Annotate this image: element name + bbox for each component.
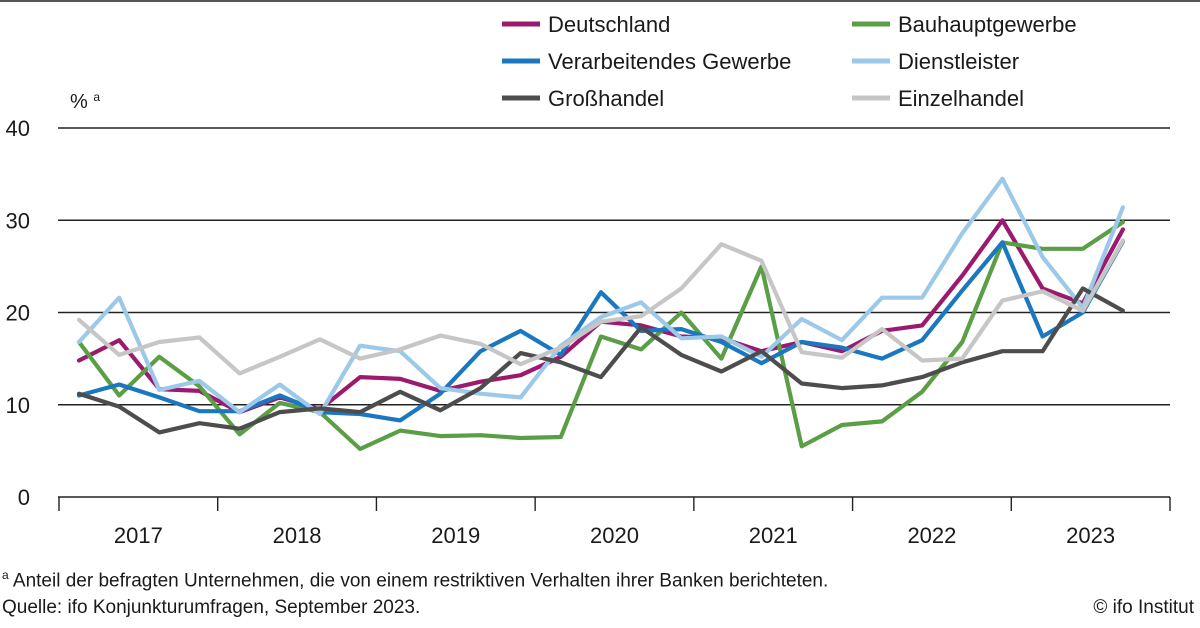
series-line-dienstleister	[76, 176, 1126, 417]
x-axis-year-labels: 2017 2018 2019 2020 2021 2022 2023	[114, 523, 1115, 548]
footnote: a Anteil der befragten Unternehmen, die …	[2, 568, 828, 592]
series-lines	[76, 176, 1126, 452]
legend: Deutschland Bauhauptgewerbe Verarbeitendes…	[502, 12, 1077, 111]
x-tick-label: 2023	[1066, 523, 1115, 548]
y-tick-label: 20	[6, 301, 30, 326]
legend-label: Bauhauptgewerbe	[898, 12, 1077, 37]
legend-label: Einzelhandel	[898, 86, 1024, 111]
y-axis-label: % a	[70, 90, 100, 113]
x-tick-label: 2017	[114, 523, 163, 548]
series-line-bauhauptgewerbe	[76, 220, 1126, 452]
y-tick-label: 0	[18, 485, 30, 510]
series-line-einzelhandel	[76, 238, 1126, 376]
copyright: © ifo Institut	[1093, 597, 1194, 618]
y-tick-label: 10	[6, 393, 30, 418]
series-line-gro-handel	[76, 286, 1126, 435]
x-tick-label: 2021	[749, 523, 798, 548]
legend-label: Dienstleister	[898, 49, 1019, 74]
x-tick-label: 2020	[590, 523, 639, 548]
x-tick-label: 2019	[431, 523, 480, 548]
y-tick-label: 40	[6, 116, 30, 141]
x-tick-label: 2022	[907, 523, 956, 548]
series-line-verarbeitendes-gewerbe	[76, 239, 1126, 423]
y-axis-ticks: 0 10 20 30 40	[6, 116, 30, 510]
source-note: Quelle: ifo Konjunkturumfragen, Septembe…	[2, 597, 421, 618]
line-chart: 0 10 20 30 40 2017 2018 2019 2020 2021 2022 2023 D…	[6, 12, 1171, 548]
legend-label: Verarbeitendes Gewerbe	[548, 49, 791, 74]
x-tick-label: 2018	[273, 523, 322, 548]
footnote-marker: a	[2, 568, 9, 582]
footnote-text: Anteil der befragten Unternehmen, die vo…	[8, 570, 829, 592]
top-rule	[0, 0, 1200, 2]
x-axis	[58, 496, 1171, 511]
y-tick-label: 30	[6, 208, 30, 233]
legend-label: Großhandel	[548, 86, 664, 111]
legend-label: Deutschland	[548, 12, 670, 37]
